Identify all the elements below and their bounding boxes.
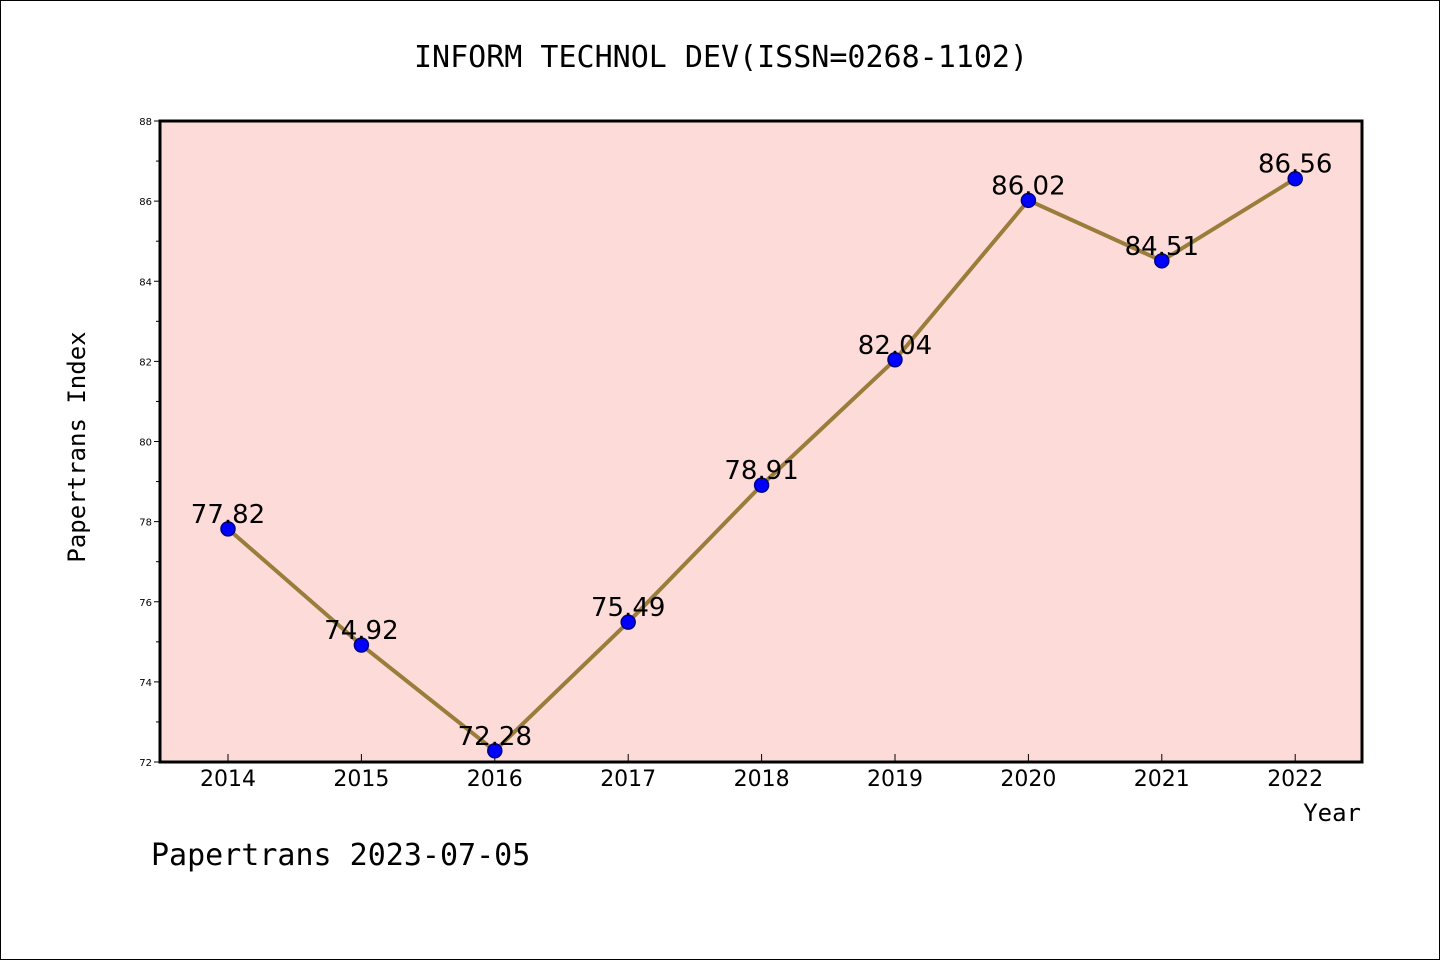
data-label: 75.49	[591, 593, 665, 623]
y-tick-label: 80	[139, 438, 152, 449]
data-label: 77.82	[191, 500, 265, 530]
data-point	[487, 743, 503, 759]
data-label: 82.04	[858, 331, 932, 361]
data-markers	[220, 170, 1303, 759]
data-point	[1020, 192, 1037, 209]
y-tick-label: 76	[139, 598, 152, 609]
data-label: 86.56	[1258, 150, 1332, 180]
y-axis-label: Papertrans Index	[63, 331, 91, 562]
data-label: 78.91	[724, 456, 798, 486]
y-tick-label: 78	[139, 518, 152, 529]
plot-frame	[158, 119, 1364, 764]
y-tick-label: 74	[139, 678, 152, 689]
x-tick-label: 2019	[867, 767, 923, 792]
x-tick-label: 2021	[1134, 767, 1190, 792]
data-label: 86.02	[991, 171, 1065, 201]
y-tick-label: 82	[139, 357, 152, 368]
y-tick-label: 88	[139, 117, 152, 128]
data-point	[1287, 170, 1303, 187]
footer-date: Papertrans 2023-07-05	[151, 838, 530, 873]
x-tick-label: 2016	[467, 767, 523, 792]
x-axis: 2014 2015 2016 2017 2018 2019 2020 2021 2022	[200, 754, 1323, 792]
data-labels: 77.82 74.92 72.28 75.49 78.91 82.04 86.02 84.51…	[191, 150, 1333, 752]
x-tick-label: 2015	[333, 767, 389, 792]
x-tick-label: 2020	[1000, 767, 1056, 792]
x-tick-label: 2017	[600, 767, 656, 792]
data-point	[887, 352, 903, 368]
data-label: 84.51	[1125, 232, 1199, 262]
plot-area	[160, 121, 1362, 762]
data-label: 74.92	[324, 616, 398, 646]
x-axis-label: Year	[1303, 799, 1361, 827]
y-tick-label: 86	[139, 197, 152, 208]
x-tick-label: 2022	[1267, 767, 1323, 792]
x-tick-label: 2018	[734, 767, 790, 792]
data-point	[620, 614, 636, 630]
chart-title: INFORM TECHNOL DEV(ISSN=0268-1102)	[414, 40, 1028, 75]
data-point	[753, 477, 770, 493]
y-tick-label: 84	[139, 277, 152, 288]
data-point	[220, 521, 236, 537]
data-point	[1154, 253, 1170, 269]
data-label: 72.28	[458, 722, 532, 752]
x-tick-label: 2014	[200, 767, 256, 792]
y-tick-label: 72	[139, 758, 152, 769]
y-axis: 72 74 76 78 80 82 84 86 88	[139, 117, 160, 769]
data-point	[353, 637, 370, 653]
